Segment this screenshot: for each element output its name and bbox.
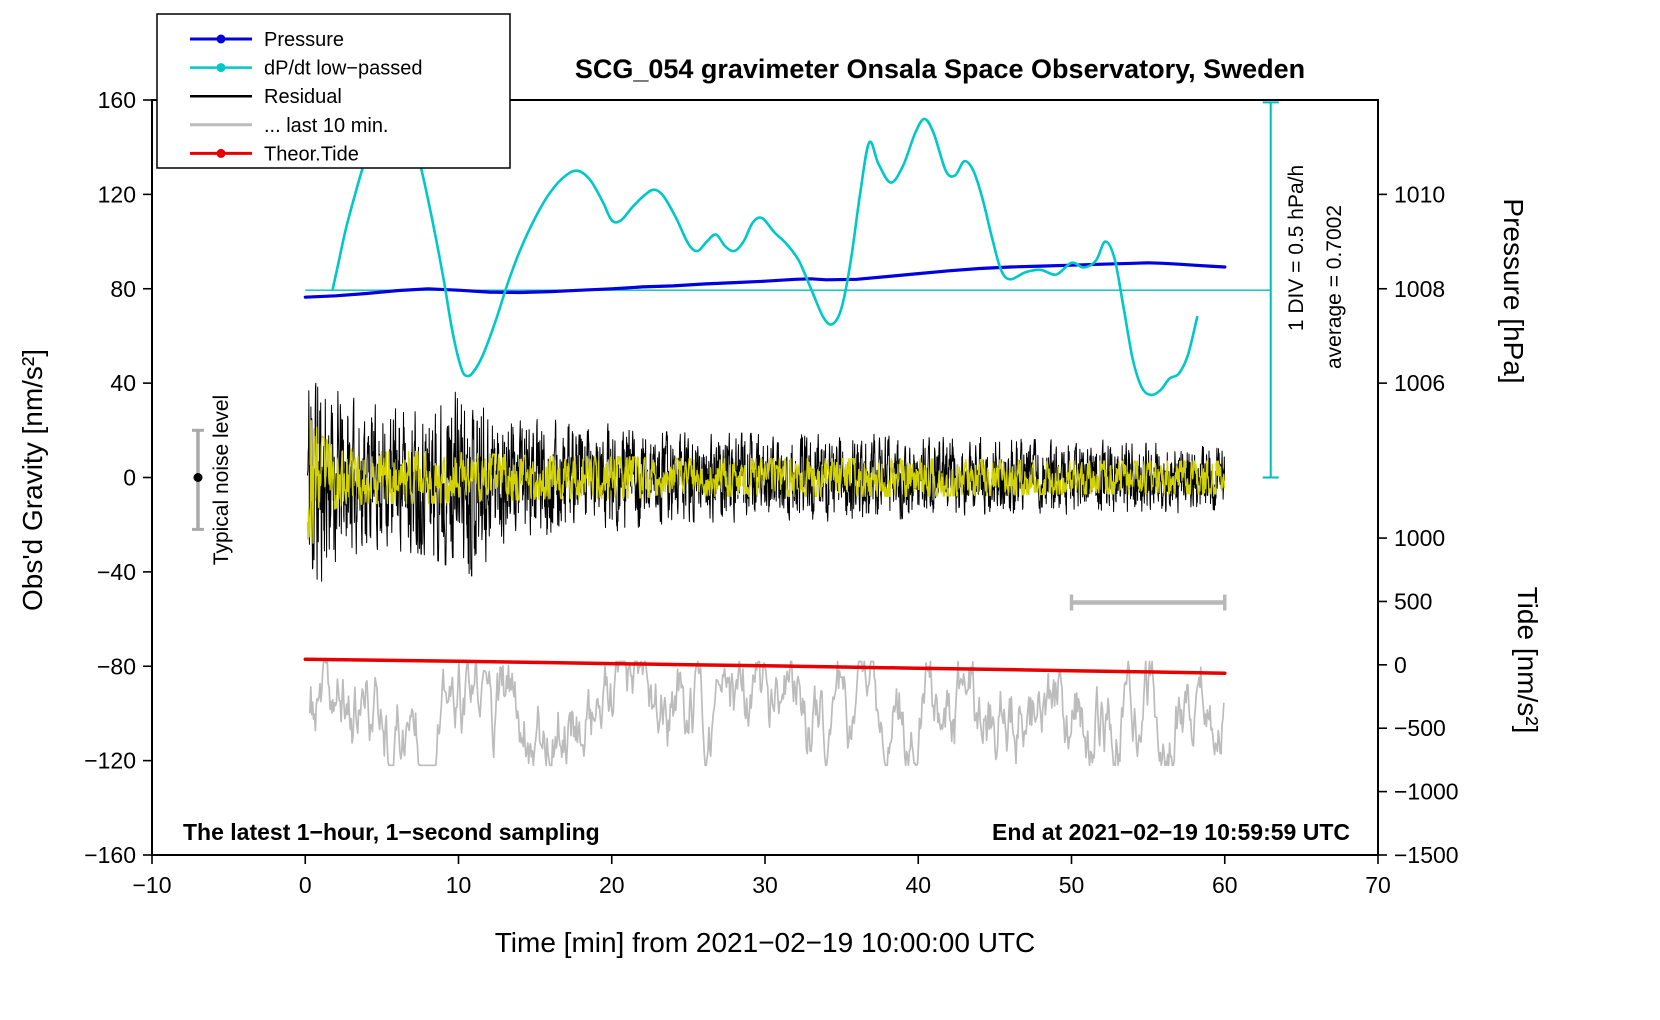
x-tick-label: 70 xyxy=(1365,872,1391,898)
series-residual_lowpassed_overlay xyxy=(306,419,1225,544)
tide-tick-label: 0 xyxy=(1394,652,1407,678)
average-value-label: average = 0.7002 xyxy=(1323,205,1346,369)
x-tick-label: 50 xyxy=(1059,872,1085,898)
legend-item-theor-tide: Theor.Tide xyxy=(190,143,359,165)
x-axis-title: Time [min] from 2021−02−19 10:00:00 UTC xyxy=(495,927,1036,958)
gravity-tick-label: −160 xyxy=(84,842,136,868)
x-tick-label: 60 xyxy=(1212,872,1238,898)
gravity-tick-label: 80 xyxy=(110,276,136,302)
gravity-tick-label: 0 xyxy=(123,465,136,491)
footnote-sampling: The latest 1−hour, 1−second sampling xyxy=(183,819,600,845)
legend-label: Residual xyxy=(264,86,342,108)
chart-generated-layer: −10 0 10 20 30 40 50 60 70 160 120 80 40 0 −40 −80 −120 −… xyxy=(84,13,1459,898)
gravity-tick-label: 40 xyxy=(110,370,136,396)
y-axis-title-tide: Tide [nm/s²] xyxy=(1512,587,1543,734)
tide-tick-label: −500 xyxy=(1394,715,1446,741)
legend-item-dp-dt-low-passed: dP/dt low−passed xyxy=(190,58,422,80)
legend: Pressure dP/dt low−passed Residual ... last… xyxy=(156,13,511,169)
legend-dot xyxy=(216,63,226,73)
x-tick-label: 20 xyxy=(599,872,625,898)
tide-tick-label: 500 xyxy=(1394,588,1432,614)
y-axis-title-gravity: Obs'd Gravity [nm/s²] xyxy=(17,349,48,611)
series-residual xyxy=(307,382,1226,582)
y-axis-title-pressure: Pressure [hPa] xyxy=(1498,198,1529,383)
legend-label: Theor.Tide xyxy=(264,143,359,165)
x-tick-label: 0 xyxy=(299,872,312,898)
legend-item-pressure: Pressure xyxy=(190,29,344,51)
footnote-end-time: End at 2021−02−19 10:59:59 UTC xyxy=(992,819,1350,845)
chart-static-labels: SCG_054 gravimeter Onsala Space Observat… xyxy=(17,54,1543,958)
x-tick-label: −10 xyxy=(132,872,171,898)
chart-title: SCG_054 gravimeter Onsala Space Observat… xyxy=(575,54,1305,84)
gravity-tick-label: −40 xyxy=(97,559,136,585)
x-tick-label: 30 xyxy=(752,872,778,898)
noise-level-label: Typical noise level xyxy=(210,395,233,565)
gravity-tick-label: 120 xyxy=(98,181,136,207)
gravity-tick-label: −120 xyxy=(84,748,136,774)
legend-label: dP/dt low−passed xyxy=(264,58,422,80)
legend-dot xyxy=(216,148,226,158)
pressure-tick-label: 1008 xyxy=(1394,276,1445,302)
pressure-tick-label: 1006 xyxy=(1394,370,1445,396)
tide-tick-label: −1500 xyxy=(1394,842,1459,868)
noise-level-dot xyxy=(193,473,203,482)
gravity-tick-label: −80 xyxy=(97,653,136,679)
div-scale-label: 1 DIV = 0.5 hPa/h xyxy=(1285,165,1308,331)
pressure-tick-label: 1010 xyxy=(1394,181,1445,207)
series-dpdt xyxy=(331,117,1199,397)
legend-label: ... last 10 min. xyxy=(264,115,389,137)
x-tick-label: 10 xyxy=(446,872,472,898)
tide-tick-label: −1000 xyxy=(1394,779,1459,805)
series-last10 xyxy=(308,660,1225,767)
gravity-tick-label: 160 xyxy=(98,87,136,113)
series-pressure xyxy=(303,261,1227,299)
tide-tick-label: 1000 xyxy=(1394,525,1445,551)
legend-item--last-10-min-: ... last 10 min. xyxy=(190,115,389,137)
legend-label: Pressure xyxy=(264,29,344,51)
legend-dot xyxy=(216,34,226,44)
x-tick-label: 40 xyxy=(905,872,931,898)
series-tide xyxy=(303,657,1227,675)
legend-item-residual: Residual xyxy=(190,86,342,108)
